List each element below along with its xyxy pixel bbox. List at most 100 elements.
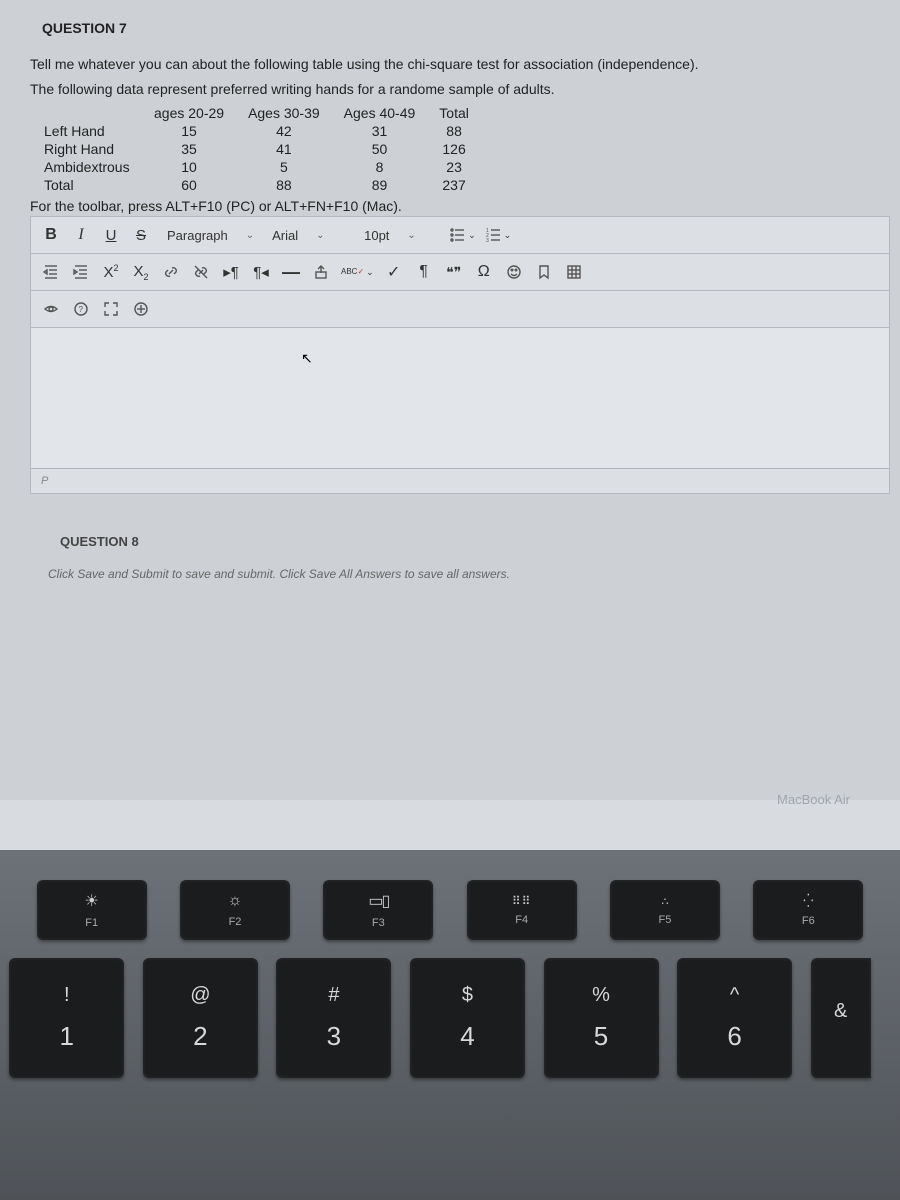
table-cell: 89: [340, 176, 436, 194]
strikethrough-button[interactable]: S: [127, 221, 155, 249]
subscript-button[interactable]: X2: [127, 258, 155, 286]
table-cell: Ambidextrous: [40, 158, 150, 176]
editor-content-area[interactable]: ↖: [31, 328, 889, 468]
key-2: @ 2: [143, 958, 258, 1078]
emoji-button[interactable]: [500, 258, 528, 286]
underline-button[interactable]: U: [97, 221, 125, 249]
key-number: 4: [460, 1021, 474, 1052]
insert-link-button[interactable]: [157, 258, 185, 286]
cursor-icon: ↖: [301, 350, 313, 367]
toolbar-row-2: X2 X2 ▸¶ ¶◂ — ABC✓ ⌄ ✓ ¶ ❝❞ Ω: [31, 254, 889, 291]
ltr-button[interactable]: ▸¶: [217, 258, 245, 286]
bold-button[interactable]: B: [37, 221, 65, 249]
font-family-select[interactable]: Arial ⌄: [262, 222, 352, 248]
key-symbol: @: [190, 984, 210, 1007]
abc-label: ABC: [341, 268, 357, 276]
key-7: &: [811, 958, 871, 1078]
pilcrow-button[interactable]: ¶: [410, 258, 438, 286]
svg-text:?: ?: [79, 305, 84, 314]
blockquote-button[interactable]: ❝❞: [440, 258, 468, 286]
rich-text-editor: B I U S Paragraph ⌄ Arial ⌄ 10pt ⌄ ⌄ 123: [30, 216, 890, 494]
key-label: F6: [802, 915, 815, 927]
key-number: 1: [60, 1021, 74, 1052]
laptop-brand-label: MacBook Air: [777, 792, 850, 807]
help-button[interactable]: ?: [67, 295, 95, 323]
chevron-down-icon: ⌄: [316, 230, 324, 241]
add-content-button[interactable]: [127, 295, 155, 323]
chevron-down-icon: ⌄: [366, 268, 374, 277]
key-number: 3: [327, 1021, 341, 1052]
question-8-label: QUESTION 8: [60, 534, 890, 549]
key-number: 5: [594, 1021, 608, 1052]
block-format-select[interactable]: Paragraph ⌄: [157, 222, 260, 248]
key-label: F5: [659, 914, 672, 926]
launchpad-icon: ⠿⠿: [512, 894, 532, 908]
keyboard: ☀ F1 ☼ F2 ▭▯ F3 ⠿⠿ F4 ∴ F5 ⁛ F6 ! 1 @: [0, 850, 900, 1200]
key-3: # 3: [276, 958, 391, 1078]
table-cell: 8: [340, 158, 436, 176]
numbered-list-button[interactable]: 123 ⌄: [482, 221, 516, 249]
table-cell: 31: [340, 122, 436, 140]
table-cell: 42: [244, 122, 340, 140]
italic-button[interactable]: I: [67, 221, 95, 249]
table-row: Ambidextrous 10 5 8 23: [40, 158, 489, 176]
checkmark-button[interactable]: ✓: [380, 258, 408, 286]
spellcheck-button[interactable]: ABC✓ ⌄: [337, 258, 378, 286]
f1-key: ☀ F1: [37, 880, 147, 940]
indent-button[interactable]: [67, 258, 95, 286]
special-char-button[interactable]: Ω: [470, 258, 498, 286]
key-symbol: #: [328, 984, 339, 1007]
anchor-button[interactable]: [530, 258, 558, 286]
chevron-down-icon: ⌄: [246, 230, 254, 241]
key-number: 6: [727, 1021, 741, 1052]
key-4: $ 4: [410, 958, 525, 1078]
table-cell: 35: [150, 140, 244, 158]
key-symbol: ^: [730, 984, 739, 1007]
question-7-prompt-2: The following data represent preferred w…: [30, 79, 890, 100]
table-header-row: ages 20-29 Ages 30-39 Ages 40-49 Total: [40, 104, 489, 122]
brightness-down-icon: ☀: [84, 891, 98, 911]
table-button[interactable]: [560, 258, 588, 286]
f3-key: ▭▯ F3: [323, 880, 433, 940]
table-header-cell: Ages 40-49: [340, 104, 436, 122]
horizontal-rule-button[interactable]: —: [277, 258, 305, 286]
chevron-down-icon: ⌄: [468, 230, 476, 241]
block-format-value: Paragraph: [167, 228, 228, 243]
question-7-label: QUESTION 7: [42, 20, 890, 36]
status-path: P: [41, 475, 48, 487]
number-key-row: ! 1 @ 2 # 3 $ 4 % 5 ^ 6 &: [0, 958, 900, 1078]
table-header-cell: Total: [435, 104, 489, 122]
superscript-button[interactable]: X2: [97, 258, 125, 286]
table-cell: Left Hand: [40, 122, 150, 140]
table-row: Right Hand 35 41 50 126: [40, 140, 489, 158]
keyboard-dim-icon: ∴: [661, 895, 668, 908]
table-header-cell: [40, 104, 150, 122]
rtl-button[interactable]: ¶◂: [247, 258, 275, 286]
keyboard-bright-icon: ⁛: [803, 893, 813, 909]
key-number: 2: [193, 1021, 207, 1052]
f4-key: ⠿⠿ F4: [467, 880, 577, 940]
table-cell: 41: [244, 140, 340, 158]
font-size-select[interactable]: 10pt ⌄: [354, 222, 444, 248]
outdent-button[interactable]: [37, 258, 65, 286]
save-submit-hint: Click Save and Submit to save and submit…: [48, 567, 890, 581]
remove-link-button[interactable]: [187, 258, 215, 286]
key-5: % 5: [544, 958, 659, 1078]
question-7-prompt-1: Tell me whatever you can about the follo…: [30, 54, 890, 75]
font-family-value: Arial: [272, 228, 298, 243]
table-cell: 15: [150, 122, 244, 140]
table-cell: 50: [340, 140, 436, 158]
table-header-cell: Ages 30-39: [244, 104, 340, 122]
chevron-down-icon: ⌄: [504, 230, 512, 241]
bullet-list-button[interactable]: ⌄: [446, 221, 480, 249]
table-cell: Total: [40, 176, 150, 194]
key-label: F3: [372, 917, 385, 929]
key-label: F1: [85, 917, 98, 929]
table-cell: 88: [244, 176, 340, 194]
insert-file-button[interactable]: [307, 258, 335, 286]
fullscreen-button[interactable]: [97, 295, 125, 323]
preview-button[interactable]: [37, 295, 65, 323]
table-cell: 10: [150, 158, 244, 176]
key-symbol: !: [64, 984, 70, 1007]
toolbar-row-3: ?: [31, 291, 889, 328]
